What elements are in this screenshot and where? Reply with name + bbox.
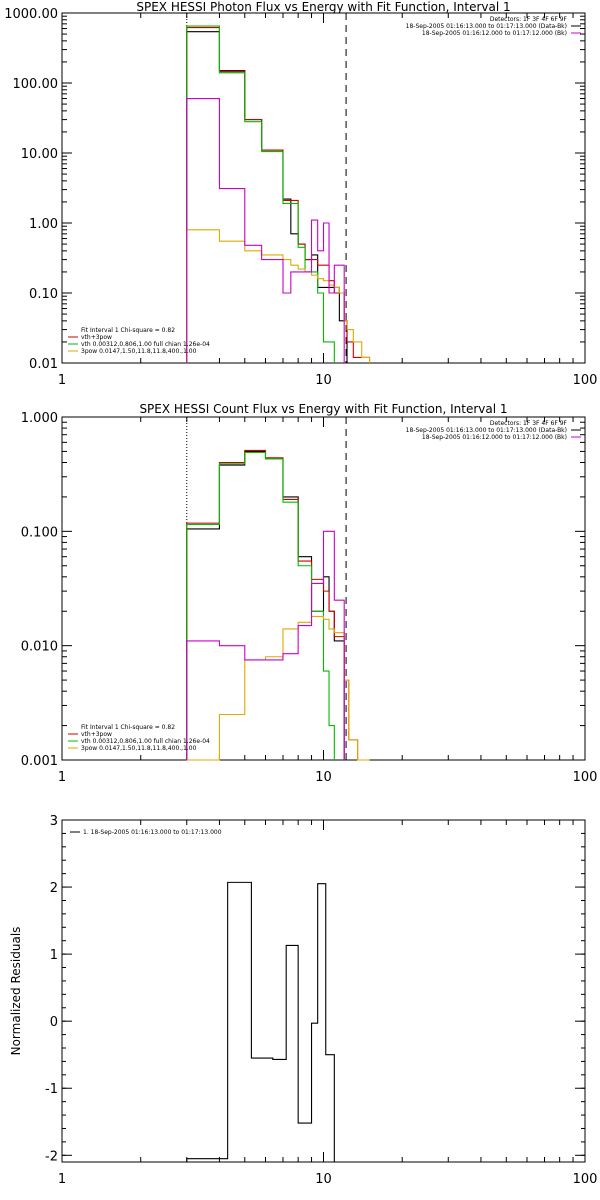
- legend-text: 3pow 0.0147,1.50,11.8,11.8,400.,1.00: [81, 745, 197, 752]
- legend-text: 3pow 0.0147,1.50,11.8,11.8,400.,1.00: [81, 348, 197, 355]
- y-tick-label: 100.00: [13, 77, 59, 92]
- y-tick-label: 1000.00: [4, 7, 58, 22]
- series-line-vth-3pow: [186, 449, 370, 761]
- legend-text: 18-Sep-2005 01:16:12.000 to 01:17:12.000…: [422, 30, 567, 37]
- x-tick-label: 100: [573, 373, 598, 388]
- legend-text: 1. 18-Sep-2005 01:16:13.000 to 01:17:13.…: [83, 829, 222, 836]
- plot-title: SPEX HESSI Photon Flux vs Energy with Fi…: [136, 0, 510, 14]
- y-tick-label: 10.00: [21, 147, 58, 162]
- series-line-bk: [186, 530, 345, 760]
- x-tick-label: 1: [58, 373, 66, 388]
- count-flux-plot: SPEX HESSI Count Flux vs Energy with Fit…: [21, 402, 598, 785]
- y-axis-label: Normalized Residuals: [9, 927, 23, 1056]
- photon-flux-plot: SPEX HESSI Photon Flux vs Energy with Fi…: [4, 0, 598, 388]
- legend-text: vth 0.00312,0.806,1.00 full chian 1.26e-…: [81, 738, 210, 745]
- x-tick-label: 1: [58, 770, 66, 785]
- legend-text: vth+3pow: [81, 731, 112, 738]
- y-tick-label: 0.010: [21, 640, 58, 655]
- y-tick-label: 0.01: [29, 357, 58, 372]
- x-tick-label: 10: [315, 1172, 332, 1187]
- series-line-3pow: [186, 229, 371, 363]
- plot-title: SPEX HESSI Count Flux vs Energy with Fit…: [139, 402, 507, 416]
- x-tick-label: 1: [58, 1172, 66, 1187]
- legend-text: 18-Sep-2005 01:16:13.000 to 01:17:13.000…: [406, 427, 567, 434]
- y-tick-label: 0.100: [21, 525, 58, 540]
- legend-text: vth 0.00312,0.806,1.00 full chian 1.26e-…: [81, 341, 210, 348]
- series-line-3pow: [186, 615, 370, 761]
- y-tick-label: 3: [50, 814, 58, 829]
- y-tick-label: 1.000: [21, 411, 58, 426]
- y-tick-label: 0: [50, 1015, 58, 1030]
- series-line-vth: [186, 451, 335, 760]
- legend-text: Detectors: 1F 3F 4F 6F 9F: [490, 16, 568, 23]
- y-tick-label: 2: [50, 881, 58, 896]
- series-line-data-bk: [186, 450, 345, 760]
- legend-text: vth+3pow: [81, 334, 112, 341]
- series-line-residuals: [186, 881, 345, 1163]
- x-tick-label: 10: [315, 373, 332, 388]
- series-line-bk: [186, 97, 345, 363]
- x-tick-label: 100: [573, 1172, 598, 1187]
- residuals-plot: 1 10 100 -2 -1 0 1 2 3 Normalized Residuals 1. 18-…: [9, 814, 598, 1187]
- legend-text: Fit Interval 1 Chi-square = 0.82: [81, 327, 175, 334]
- y-tick-label: 1.00: [29, 217, 58, 232]
- series-line-vth-3pow: [186, 26, 371, 363]
- y-tick-label: 1: [50, 948, 58, 963]
- y-tick-label: -2: [45, 1149, 58, 1164]
- series-line-vth: [186, 25, 335, 363]
- legend-text: Detectors: 1F 3F 4F 6F 9F: [490, 420, 568, 427]
- legend-text: 18-Sep-2005 01:16:13.000 to 01:17:13.000…: [406, 23, 567, 30]
- legend-text: Fit Interval 1 Chi-square = 0.82: [81, 724, 175, 731]
- x-tick-label: 10: [315, 770, 332, 785]
- x-tick-label: 100: [573, 770, 598, 785]
- y-tick-label: 0.10: [29, 287, 58, 302]
- y-tick-label: -1: [45, 1082, 58, 1097]
- plot-frame: [61, 819, 586, 1163]
- legend-text: 18-Sep-2005 01:16:12.000 to 01:17:12.000…: [422, 434, 567, 441]
- y-tick-label: 0.001: [21, 754, 58, 769]
